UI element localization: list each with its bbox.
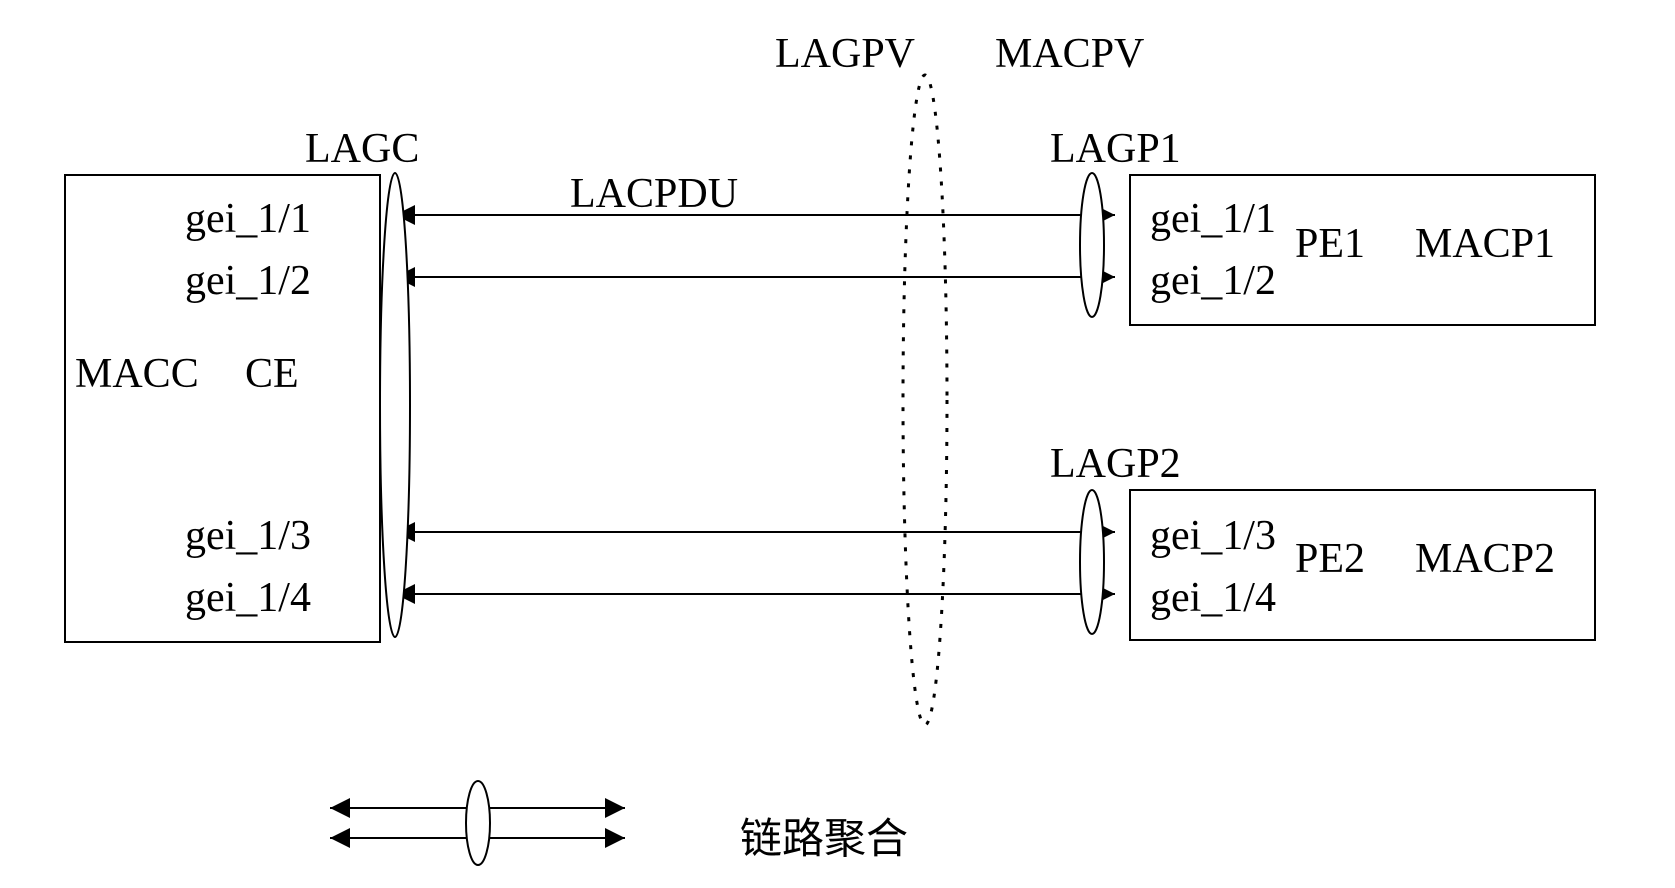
lagpv-ellipse: [903, 75, 947, 725]
macc-label: MACC: [75, 350, 199, 398]
pe1-port-1: gei_1/1: [1150, 195, 1276, 243]
pe1-port-2: gei_1/2: [1150, 257, 1276, 305]
legend-label: 链路聚合: [740, 805, 908, 866]
lagp1-ellipse: [1080, 173, 1104, 317]
pe1-label: PE1: [1295, 220, 1365, 268]
macpv-label: MACPV: [995, 30, 1144, 78]
lagp2-label: LAGP2: [1050, 440, 1181, 488]
diagram-svg: [0, 0, 1675, 888]
ce-box: [65, 175, 380, 642]
lagc-label: LAGC: [305, 125, 419, 173]
pe2-port-4: gei_1/4: [1150, 574, 1276, 622]
diagram-root: LAGPV MACPV LAGC LAGP1 LAGP2 LACPDU MACC…: [0, 0, 1675, 888]
ce-label: CE: [245, 350, 299, 398]
pe2-label: PE2: [1295, 535, 1365, 583]
macp2-label: MACP2: [1415, 535, 1555, 583]
legend-ellipse: [466, 781, 490, 865]
lagp1-label: LAGP1: [1050, 125, 1181, 173]
pe2-port-3: gei_1/3: [1150, 512, 1276, 560]
ce-port-4: gei_1/4: [185, 574, 311, 622]
ce-port-1: gei_1/1: [185, 195, 311, 243]
ce-port-3: gei_1/3: [185, 512, 311, 560]
lagpv-label: LAGPV: [775, 30, 915, 78]
lagp2-ellipse: [1080, 490, 1104, 634]
lacpdu-label: LACPDU: [570, 170, 738, 218]
lagc-ellipse: [380, 173, 410, 637]
ce-port-2: gei_1/2: [185, 257, 311, 305]
macp1-label: MACP1: [1415, 220, 1555, 268]
